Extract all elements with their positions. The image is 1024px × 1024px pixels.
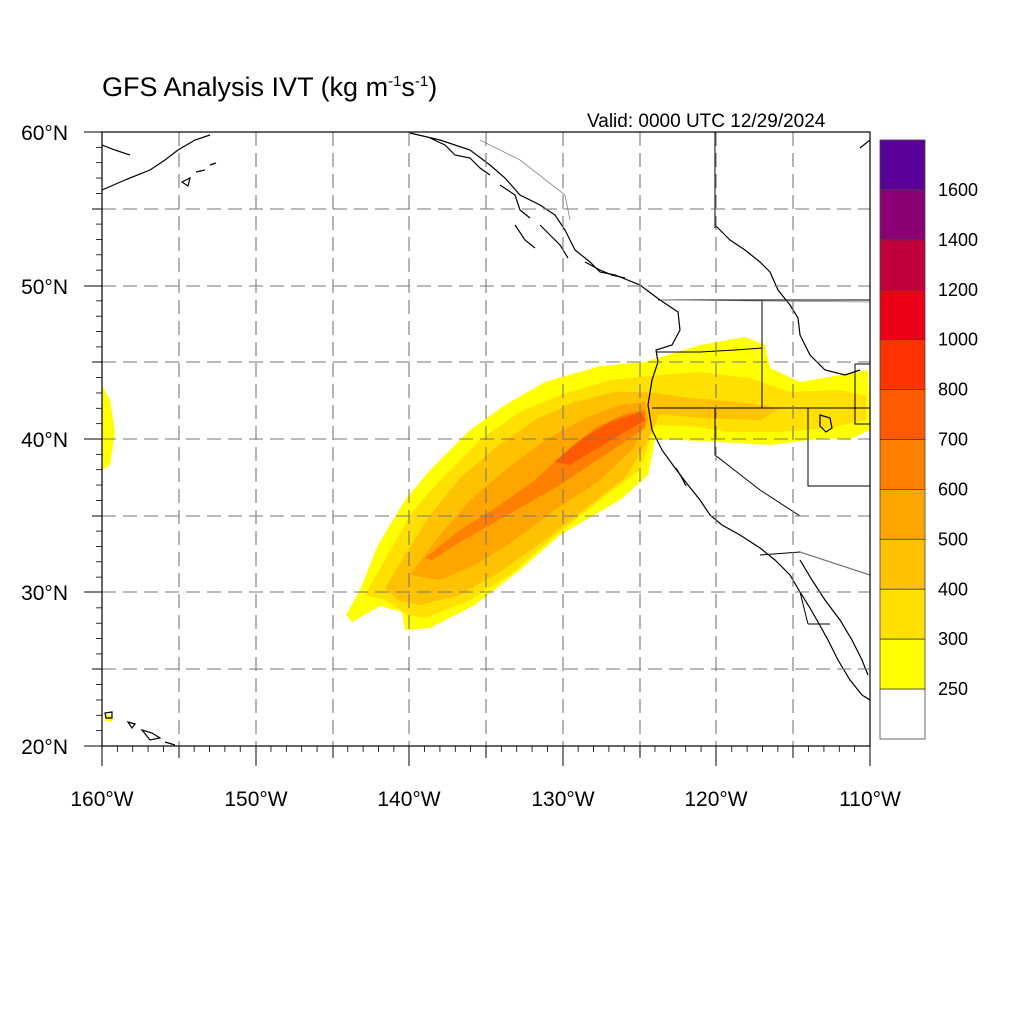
alaska-coast xyxy=(409,132,870,701)
lat-label-50n: 50°N xyxy=(21,276,68,299)
mx-inner xyxy=(799,591,830,625)
lon-label-160w: 160°W xyxy=(70,788,133,811)
lon-label-120w: 120°W xyxy=(684,788,747,811)
colorbar-swatch xyxy=(879,189,926,241)
colorbar-label: 1200 xyxy=(938,280,978,300)
lon-label-140w: 140°W xyxy=(377,788,440,811)
us-mx-border xyxy=(759,551,870,576)
wa-or-border xyxy=(656,347,763,353)
mainland-east-edge xyxy=(714,224,861,376)
map-title: GFS Analysis IVT (kg m-1s-1) xyxy=(102,72,438,102)
axis-ticks xyxy=(84,131,871,766)
lon-label-130w: 130°W xyxy=(531,788,594,811)
ca-nv-border xyxy=(714,408,801,517)
colorbar-swatch xyxy=(879,588,926,640)
colorbar-label: 800 xyxy=(938,380,968,400)
colorbar-swatch xyxy=(879,339,926,390)
lat-label-30n: 30°N xyxy=(21,582,68,605)
lat-label-40n: 40°N xyxy=(21,429,68,452)
colorbar-swatch xyxy=(879,389,926,440)
bc-islands xyxy=(429,137,626,279)
sf-bay xyxy=(675,467,687,487)
colorbar-label: 1000 xyxy=(938,330,978,350)
lon-labels: 160°W 150°W 140°W 130°W 120°W 110°W xyxy=(70,788,901,811)
colorbar-label: 700 xyxy=(938,430,968,450)
colorbar-swatch xyxy=(879,489,926,540)
lat-labels: 60°N 50°N 40°N 30°N 20°N xyxy=(21,122,68,759)
colorbar-label: 300 xyxy=(938,629,968,649)
colorbar-label: 250 xyxy=(938,679,968,699)
colorbar-swatch xyxy=(879,239,926,291)
colorbar-label: 1400 xyxy=(938,230,978,250)
graticule xyxy=(102,132,870,746)
lat-label-60n: 60°N xyxy=(21,122,68,145)
colorbar-label: 600 xyxy=(938,479,968,499)
colorbar-swatch xyxy=(879,139,926,191)
baja-gulf-coast xyxy=(799,559,869,676)
thin-borders xyxy=(479,139,870,576)
colorbar-label: 400 xyxy=(938,579,968,599)
colorbar-swatch xyxy=(879,638,926,690)
colorbar-label: 1600 xyxy=(938,180,978,200)
ivt-contour-700 xyxy=(555,412,646,465)
borders xyxy=(652,132,870,625)
colorbar-swatch xyxy=(879,538,926,590)
colorbar-label: 500 xyxy=(938,529,968,549)
nv-ut-border xyxy=(807,408,870,487)
alaska-west-coast xyxy=(102,134,211,191)
colorbar: 1600 1400 1200 1000 800 700 600 500 400 300 250 xyxy=(879,139,978,740)
colorbar-swatch xyxy=(879,439,926,490)
lat-label-20n: 20°N xyxy=(21,736,68,759)
minor-ticks xyxy=(96,146,856,752)
ivt-shading xyxy=(102,337,870,722)
island-bits xyxy=(180,139,870,433)
colorbar-swatch xyxy=(879,688,926,740)
colorbar-swatch xyxy=(879,289,926,341)
wy-box xyxy=(854,363,870,425)
hawaii-islands xyxy=(104,711,176,746)
lon-label-150w: 150°W xyxy=(224,788,287,811)
ivt-contour-250-hawaii xyxy=(102,385,115,470)
valid-time: Valid: 0000 UTC 12/29/2024 xyxy=(587,111,826,132)
lon-label-110w: 110°W xyxy=(839,788,901,811)
coastlines xyxy=(102,132,870,746)
